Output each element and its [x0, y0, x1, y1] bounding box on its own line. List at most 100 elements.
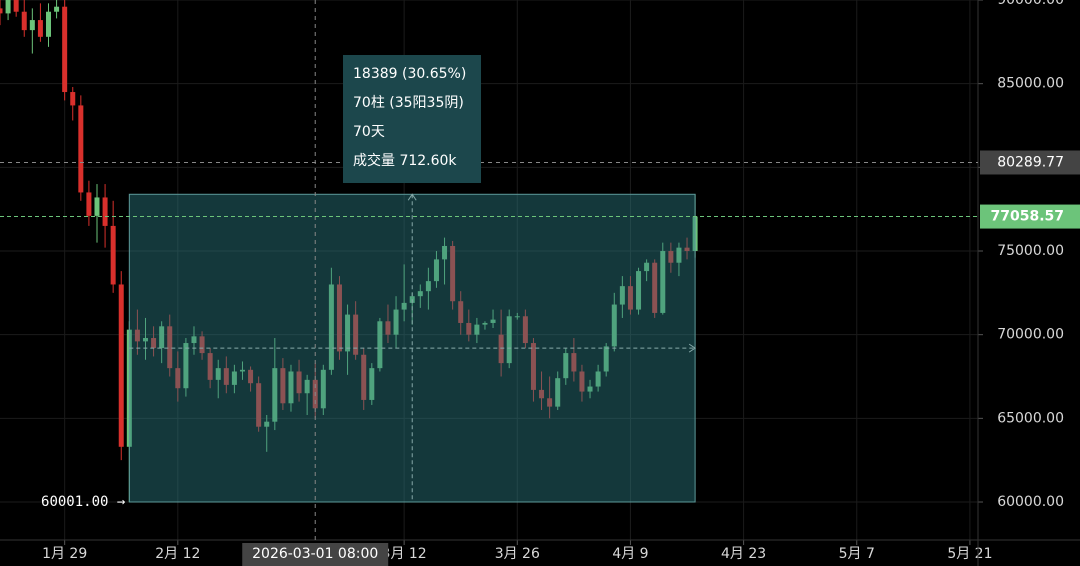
candle-body [425, 281, 431, 292]
candle-body [199, 336, 205, 354]
candle-body [345, 314, 351, 352]
candle-body [70, 92, 76, 106]
measure-tooltip: 18389 (30.65%) 70柱 (35阳35阴) 70天 成交量 712.… [343, 55, 481, 183]
candle-body [336, 284, 342, 352]
measure-arrow [688, 343, 697, 353]
low-label: 60001.00 → [41, 494, 125, 510]
candle-body [595, 371, 601, 387]
candle-body [361, 354, 367, 400]
candle-body [433, 259, 439, 282]
candle-body [142, 338, 148, 342]
candle-body [248, 369, 254, 384]
measure-line: 70天 [353, 124, 385, 140]
candle-body [676, 247, 682, 263]
x-tick-label: 3月 26 [495, 546, 540, 562]
candle-body [29, 20, 35, 31]
candle-body [450, 245, 456, 302]
candle-body [239, 369, 245, 372]
candle-body [86, 192, 92, 216]
candle-body [167, 326, 173, 369]
candle-body [191, 336, 197, 344]
y-tick-label: 85000.00 [997, 76, 1064, 92]
candle-body [231, 371, 237, 385]
candle-body [304, 379, 310, 394]
last-price-label: 77058.57 [990, 209, 1064, 225]
candle-body [652, 262, 658, 313]
crosshair-x-label: 2026-03-01 08:00 [252, 546, 378, 562]
candle-body [377, 321, 383, 369]
candle-body [369, 368, 375, 400]
candle-body [223, 368, 229, 385]
measure-line: 70柱 (35阳35阴) [353, 95, 464, 111]
candle-body [5, 0, 11, 14]
candle-body [611, 304, 617, 347]
x-tick-label: 5月 7 [839, 546, 875, 562]
candle-body [401, 302, 407, 310]
y-tick-label: 75000.00 [997, 243, 1064, 259]
candle-body [280, 368, 286, 404]
x-tick-label: 1月 29 [42, 546, 87, 562]
candle-body [498, 334, 504, 364]
candle-body [530, 343, 536, 390]
candle-body [684, 247, 690, 252]
candle-body [264, 421, 270, 427]
candle-body [660, 251, 666, 313]
candle-body [54, 6, 60, 12]
x-tick-label: 5月 21 [947, 546, 992, 562]
candle-body [442, 245, 448, 260]
candle-body [353, 314, 359, 355]
candle-body [627, 286, 633, 310]
candle-body [555, 378, 561, 407]
crosshair-y-label: 80289.77 [997, 154, 1064, 170]
measure-arrow [407, 193, 417, 201]
candle-body [296, 371, 302, 394]
candle-body [571, 353, 577, 372]
candle-body [110, 225, 116, 285]
candle-body [183, 343, 189, 389]
candle-body [62, 6, 68, 93]
candle-body [522, 316, 528, 344]
candle-body [619, 286, 625, 305]
candle-body [21, 11, 27, 31]
candle-body [547, 398, 553, 407]
candle-body [385, 321, 391, 335]
candle-body [644, 262, 650, 272]
candle-body [175, 368, 181, 389]
candle-body [328, 284, 334, 370]
candle-body [118, 284, 124, 447]
crosshair-y-box [980, 150, 1080, 175]
candle-body [0, 8, 3, 14]
measure-line: 成交量 712.60k [353, 153, 457, 169]
x-tick-label: 4月 23 [721, 546, 766, 562]
candle-body [159, 326, 165, 349]
crosshair-x-box [242, 543, 389, 566]
candle-body [668, 251, 674, 263]
candle-body [482, 322, 488, 325]
candle-body [587, 386, 593, 392]
candle-body [37, 20, 43, 37]
candle-body [151, 338, 157, 349]
candle-body [134, 329, 140, 342]
candle-body [215, 368, 221, 380]
candle-body [539, 389, 545, 399]
candle-body [563, 353, 569, 379]
candle-body [13, 0, 19, 12]
candle-body [393, 309, 399, 335]
x-tick-label: 4月 9 [612, 546, 648, 562]
measure-line: 18389 (30.65%) [353, 66, 467, 82]
x-tick-label: 3月 12 [382, 546, 427, 562]
candle-body [94, 197, 100, 216]
candle-body [603, 346, 609, 372]
candle-body [320, 369, 326, 409]
y-tick-label: 60000.00 [997, 494, 1064, 510]
candle-body [45, 11, 51, 37]
candle-body [458, 301, 464, 323]
y-tick-label: 70000.00 [997, 327, 1064, 343]
y-tick-label: 65000.00 [997, 410, 1064, 426]
candle-body [490, 319, 496, 323]
candle-body [288, 371, 294, 404]
candle-body [207, 353, 213, 380]
candle-body [506, 316, 512, 364]
candle-body [474, 324, 480, 335]
